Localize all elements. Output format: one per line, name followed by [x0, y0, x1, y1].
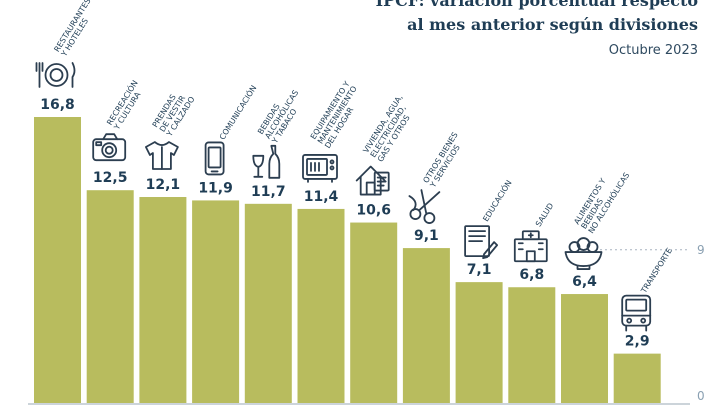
- plate-cutlery-icon: [35, 62, 76, 88]
- category-label-12: TRANSPORTE: [639, 246, 674, 295]
- book-pencil-icon: [464, 225, 499, 260]
- value-label-10: 6,8: [519, 267, 544, 283]
- value-label-1: 16,8: [40, 97, 75, 113]
- bar-5: [244, 203, 292, 403]
- value-label-3: 12,1: [146, 177, 181, 193]
- value-label-4: 11,9: [198, 180, 233, 196]
- bar-2: [86, 190, 134, 403]
- bar-10: [508, 287, 556, 403]
- category-label-6: EQUIPAMIENTO YMANTENIMIENTODEL HOGAR: [309, 80, 366, 150]
- house-document-icon: [355, 165, 390, 196]
- value-label-2: 12,5: [93, 170, 128, 186]
- bar-6: [297, 208, 345, 403]
- chart-title-line1: IPCF: variación porcentual respecto: [375, 0, 698, 10]
- bar-1: [34, 117, 81, 403]
- y-tick-label: 0: [697, 389, 705, 403]
- bar-4: [192, 200, 240, 403]
- food-bowl-icon: [564, 237, 603, 270]
- bar-11: [561, 294, 608, 403]
- category-label-9: EDUCACIÓN: [481, 178, 514, 223]
- shirt-icon: [144, 141, 179, 170]
- bus-icon: [621, 294, 652, 332]
- category-label-4: COMUNICACIÓN: [218, 84, 259, 142]
- value-label-8: 9,1: [414, 228, 439, 244]
- category-label-2: RECREACIÓNY CULTURA: [105, 79, 148, 133]
- category-label-11: ALIMENTOS YBEBIDASNO ALCOHÓLICAS: [572, 162, 631, 235]
- value-label-7: 10,6: [356, 203, 391, 219]
- category-label-10: SALUD: [534, 201, 555, 228]
- camera-icon: [92, 133, 127, 162]
- value-label-9: 7,1: [467, 262, 492, 278]
- category-label-8: OTROS BIENESY SERVICIOS: [421, 131, 467, 190]
- value-label-11: 6,4: [572, 274, 597, 290]
- microwave-icon: [302, 154, 338, 183]
- category-label-1: RESTAURANTESY HOTELES: [52, 0, 100, 59]
- bar-9: [455, 282, 503, 403]
- category-label-5: BEBIDASALCOHÓLICASY TABACO: [255, 84, 307, 146]
- category-label-3: PRENDASDE VESTIRY CALZADO: [150, 86, 197, 139]
- hospital-icon: [513, 230, 548, 263]
- y-tick-label: 9: [697, 243, 705, 257]
- category-label-7: VIVIENDA, AGUA,ELECTRICIDAD,GAS Y OTROS: [361, 93, 419, 164]
- value-label-5: 11,7: [251, 184, 286, 200]
- value-label-6: 11,4: [304, 189, 339, 205]
- bar-3: [139, 197, 187, 403]
- scissors-icon: [408, 189, 441, 224]
- bottle-glass-icon: [252, 144, 281, 179]
- chart-title-line2: al mes anterior según divisiones: [407, 15, 698, 34]
- bar-8: [402, 248, 450, 403]
- phone-icon: [204, 141, 225, 176]
- bar-12: [613, 353, 661, 403]
- bar-7: [350, 222, 398, 403]
- value-label-12: 2,9: [625, 334, 650, 350]
- chart-subtitle: Octubre 2023: [608, 43, 698, 58]
